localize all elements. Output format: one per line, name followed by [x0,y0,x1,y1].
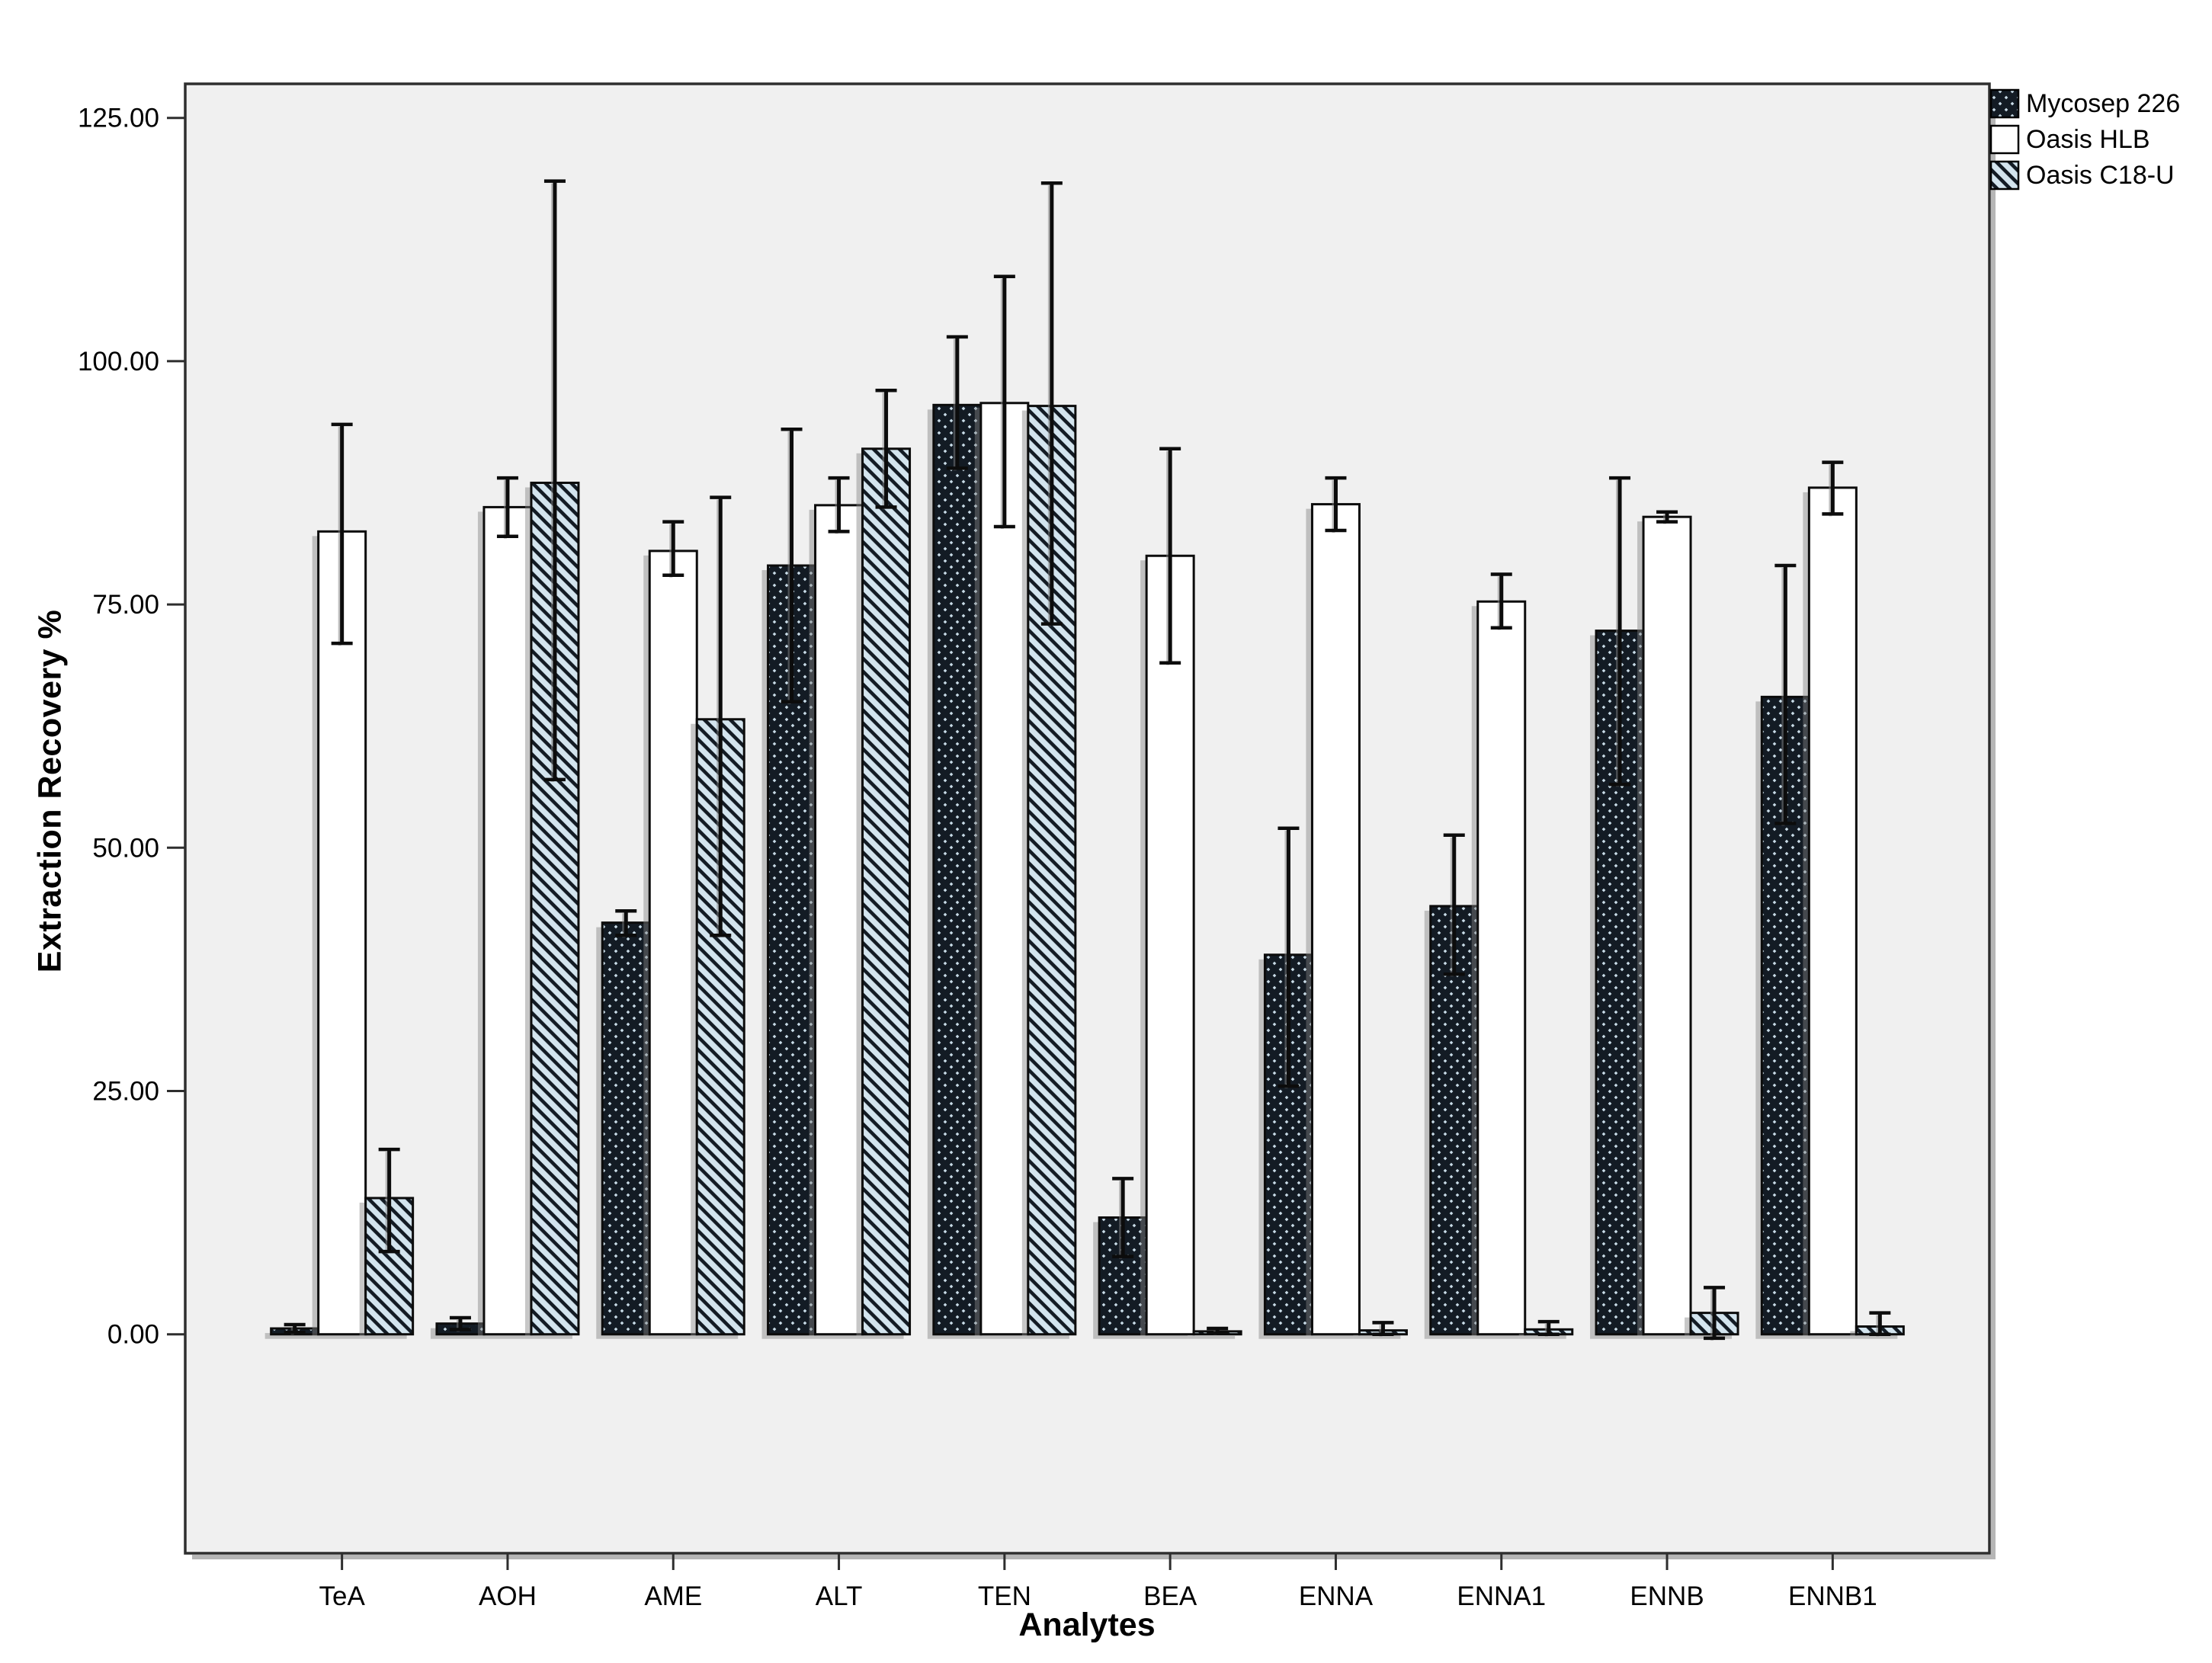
legend: Mycosep 226 Oasis HLB Oasis C18-U [1989,88,2180,191]
x-tick-label: TeA [319,1581,365,1611]
bar-oasis-hlb-enna [1310,503,1361,1336]
error-bar [1207,1326,1229,1336]
legend-label: Oasis HLB [2026,125,2150,154]
error-bar [1372,1321,1394,1337]
error-bar [1278,826,1300,1089]
frame-shadow [192,91,1996,1559]
x-tick-label: ENNB [1630,1581,1704,1611]
bar-shadow [1518,1334,1566,1339]
bar-oasis-hlb-ennb [1642,515,1692,1336]
error-bar [993,274,1015,529]
error-bar [1112,1177,1134,1259]
legend-swatch-crosshatch [1989,88,2020,119]
error-bar [781,428,803,704]
error-bar [1774,563,1797,826]
legend-swatch-diagonal-stripes [1989,160,2020,191]
error-bar [1704,1286,1726,1341]
error-bar [1490,572,1512,630]
y-tick-label: 25.00 [92,1077,159,1107]
x-axis: TeA AOH AME ALT TEN BEA ENNA ENNA1 ENNB ENNB1 [319,1553,1877,1611]
error-bar [1609,476,1631,787]
x-tick-label: ENNA [1299,1581,1374,1611]
x-tick-label: TEN [978,1581,1031,1611]
legend-label: Mycosep 226 [2026,89,2180,118]
legend-item: Oasis HLB [1989,124,2150,155]
x-tick-label: ALT [816,1581,863,1611]
y-tick-label: 100.00 [78,347,159,376]
y-tick-label: 125.00 [78,104,159,133]
x-tick-label: AOH [479,1581,537,1611]
x-tick-label: ENNA1 [1457,1581,1546,1611]
legend-label: Oasis C18-U [2026,161,2175,190]
error-bar [284,1322,306,1335]
bar-mycosep-226-ame [601,921,651,1336]
y-tick-label: 75.00 [92,590,159,620]
error-bar [331,422,353,646]
x-tick-label: ENNB1 [1788,1581,1877,1611]
bars [264,402,1905,1339]
bar-mycosep-226-enna1 [1429,905,1479,1336]
error-bar [946,335,968,471]
error-bar [1159,447,1181,665]
error-bar [710,495,732,938]
error-bar [1656,510,1678,524]
bar-oasis-hlb-enna1 [1476,600,1527,1336]
error-bar [1822,460,1844,517]
bar-oasis-hlb-alt [814,504,864,1336]
error-bar [378,1147,400,1254]
bar-oasis-hlb-bea [1145,554,1195,1336]
error-bars [284,179,1891,1341]
error-bar [615,909,637,938]
x-axis-title: Analytes [1018,1607,1156,1643]
bar-shadow [1188,1335,1236,1339]
error-bar [543,179,566,782]
legend-swatch-solid-white [1989,124,2020,155]
bar-oasis-hlb-ten [979,402,1030,1336]
y-tick-label: 0.00 [107,1320,159,1350]
bar-shadow [1353,1335,1401,1339]
x-tick-label: BEA [1143,1581,1197,1611]
error-bar [875,388,897,510]
error-bar [662,520,684,578]
x-tick-label: AME [644,1581,702,1611]
legend-item: Mycosep 226 [1989,88,2180,119]
y-axis-title: Extraction Recovery % [31,609,69,973]
bar-oasis-hlb-aoh [482,505,533,1336]
y-axis: 0.00 25.00 50.00 75.00 100.00 125.00 [78,104,185,1350]
error-bar [496,476,518,539]
bar-mycosep-226-ten [932,403,983,1336]
bar-oasis-c18-u-alt [861,447,912,1336]
error-bar [1869,1311,1891,1337]
error-bar [449,1315,471,1332]
error-bar [1443,833,1465,977]
error-bar [1325,476,1347,534]
error-bar [1537,1319,1560,1337]
legend-item: Oasis C18-U [1989,160,2175,191]
error-bar [1040,181,1063,626]
bar-oasis-hlb-ennb1 [1807,486,1858,1336]
bar-oasis-hlb-ame [648,550,698,1336]
y-tick-label: 50.00 [92,833,159,863]
plot-frame-border [184,82,1991,1555]
bar-shadow [264,1333,313,1339]
error-bar [828,476,850,534]
bar-oasis-hlb-tea [317,530,367,1336]
